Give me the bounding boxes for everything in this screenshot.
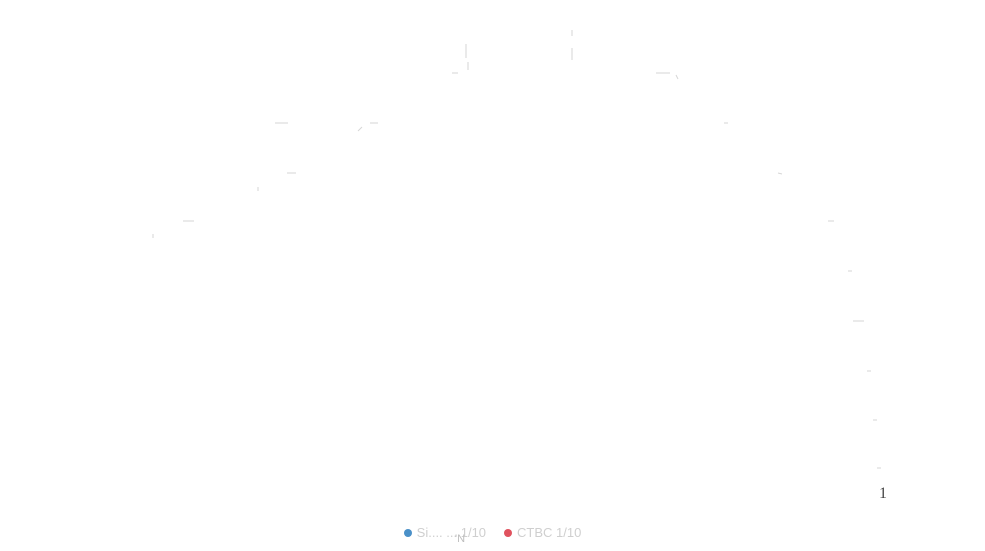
legend-label-series-2: CTBC 1/10 [517,525,582,540]
tick-labels-group: 1 [879,485,887,502]
legend-label-series-1: Si.... ... 1/10 [416,525,487,540]
tick-label-1: 1 [879,485,887,502]
tick-marks-group [152,30,881,469]
chart-legend: Si.... ... 1/10 CTBC 1/10 [0,523,985,545]
legend-swatch-series-1 [403,528,412,537]
x-axis-label: 'N [455,533,466,545]
tick-mark-10 [357,126,363,132]
legend-item-series-1[interactable]: Si.... ... 1/10 [403,525,487,540]
tick-mark-7 [675,74,679,80]
legend-swatch-series-2 [504,528,513,537]
tick-mark-14 [777,172,783,175]
legend-item-series-2[interactable]: CTBC 1/10 [504,525,581,540]
